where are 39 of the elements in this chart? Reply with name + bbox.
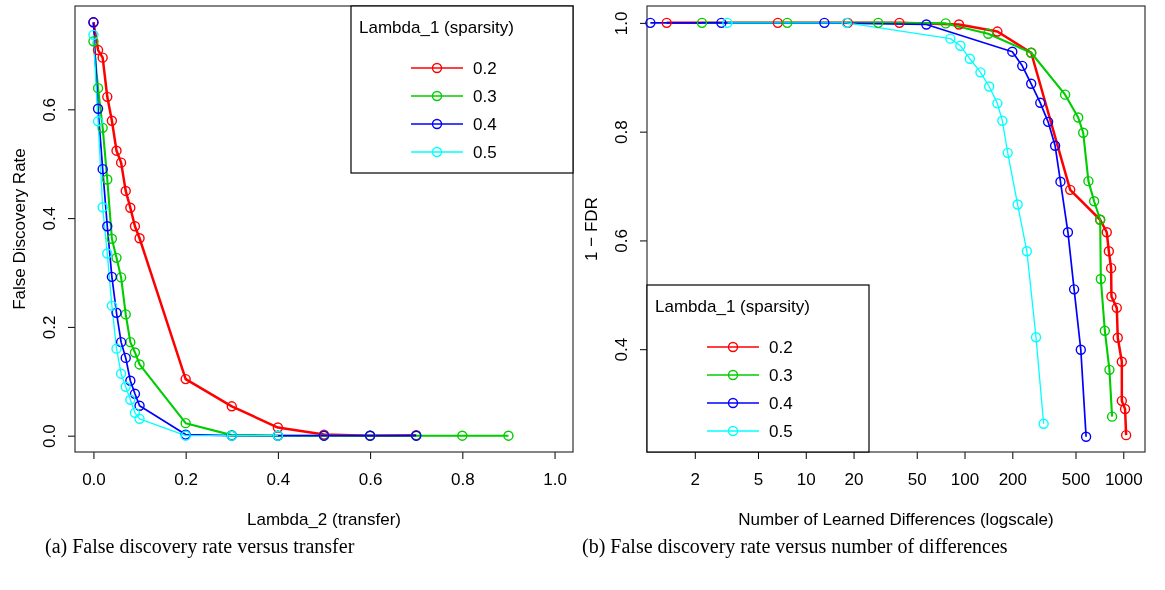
y-tick-label: 0.8 [612, 120, 631, 144]
text: (a) False discovery rate versus transfer [45, 535, 355, 558]
x-tick-label: 2 [690, 470, 701, 490]
x-tick-label: 20 [844, 470, 864, 490]
y-tick-label: 1.0 [612, 11, 631, 36]
x-tick-label: 50 [907, 470, 927, 490]
x-tick-label: 0.0 [82, 470, 106, 490]
x-tick-label: 200 [998, 470, 1028, 490]
x-tick-label: 100 [950, 470, 980, 490]
legend-label: 0.5 [769, 422, 793, 441]
y-tick-label: 0.4 [40, 206, 59, 231]
x-tick-label: 500 [1061, 470, 1091, 490]
x-tick-label: 1000 [1104, 470, 1143, 490]
y-tick-label: 0.6 [612, 229, 631, 253]
x-tick-label: 10 [796, 470, 816, 490]
x-axis-title: Number of Learned Differences (logscale) [738, 510, 1054, 529]
y-axis-title: 1 − FDR [582, 197, 601, 261]
y-tick-label: 0.0 [40, 424, 59, 448]
y-axis-title: False Discovery Rate [10, 148, 29, 310]
x-tick-label: 5 [753, 470, 764, 490]
text: (b) False discovery rate versus number of differences [582, 535, 1008, 558]
legend-label: 0.3 [473, 87, 497, 106]
legend-title: Lambda_1 (sparsity) [359, 18, 514, 37]
legend-label: 0.4 [473, 115, 497, 134]
legend-label: 0.3 [769, 366, 793, 385]
x-axis-title: Lambda_2 (transfer) [246, 510, 402, 529]
x-tick-label: 1.0 [543, 470, 567, 490]
x-tick-label: 0.2 [174, 470, 198, 490]
y-tick-label: 0.2 [40, 315, 59, 340]
x-tick-label: 0.8 [451, 470, 475, 490]
y-tick-label: 0.6 [40, 98, 59, 122]
x-tick-label: 0.4 [266, 470, 291, 490]
x-tick-label: 0.6 [358, 470, 383, 490]
legend-label: 0.5 [473, 143, 497, 162]
legend-label: 0.2 [769, 338, 793, 357]
legend-title: Lambda_1 (sparsity) [655, 297, 810, 316]
legend-label: 0.2 [473, 59, 497, 78]
y-tick-label: 0.4 [612, 337, 631, 362]
legend-label: 0.4 [769, 394, 793, 413]
